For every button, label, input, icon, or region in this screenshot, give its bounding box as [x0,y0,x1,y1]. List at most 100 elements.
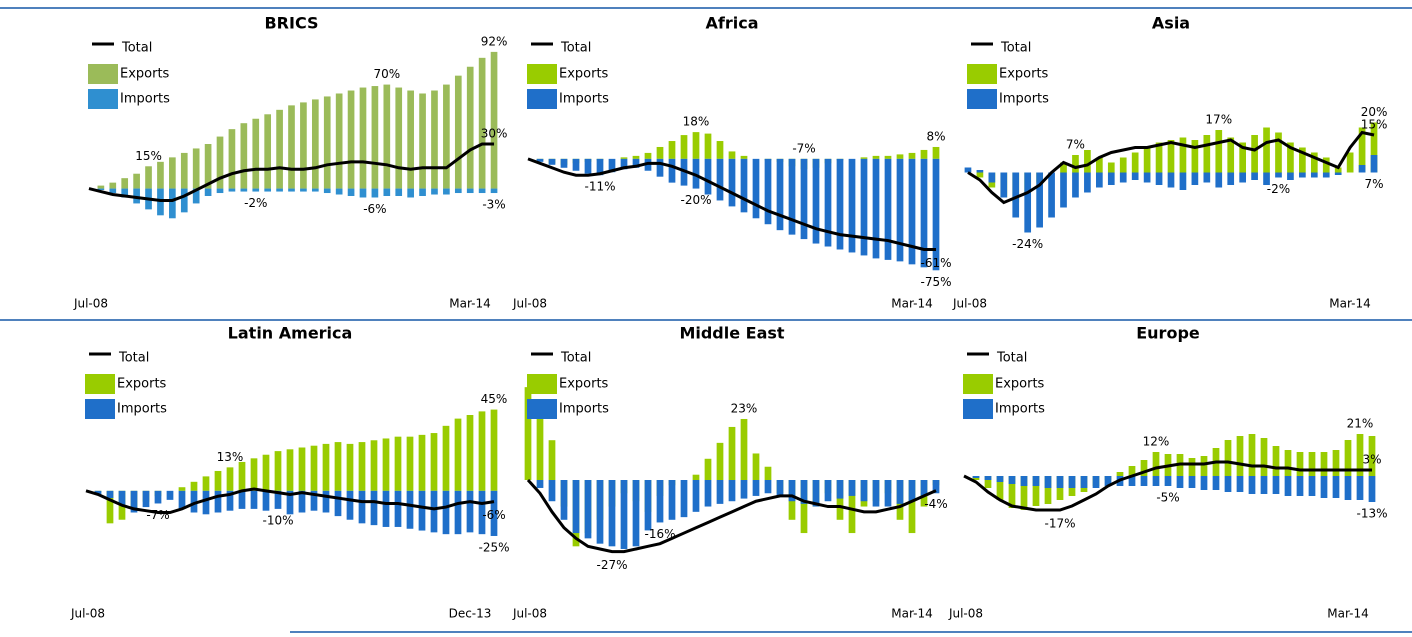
bar [216,188,224,194]
bar [252,118,260,189]
bar [431,188,438,195]
bar [106,490,114,524]
data-label: -10% [262,513,293,527]
bar [121,188,129,198]
bar [204,188,212,196]
x-tick-label: Jul-08 [73,297,108,311]
bar [407,90,414,189]
bar [274,490,282,509]
data-label: -61% [920,256,951,270]
bar [972,476,980,478]
bar [264,188,272,192]
bar [812,480,820,507]
data-label: -7% [146,508,169,522]
bar [1320,452,1328,476]
bar [920,149,928,159]
bar [1131,152,1139,173]
bar [1119,172,1127,183]
bar [240,188,248,192]
bar [180,188,188,213]
bar [1072,155,1079,173]
bar [1344,476,1352,500]
bar [668,141,676,159]
bar [740,155,748,159]
bar [226,467,234,491]
data-label: 7% [1066,138,1085,152]
bar [1200,476,1208,490]
bar [1346,152,1354,173]
bar [109,182,117,189]
total-line [85,487,495,514]
bar [418,434,426,491]
legend-label: Imports [559,92,609,107]
legend-label: Imports [117,402,167,417]
bar [716,480,724,504]
data-label: 45% [481,392,508,406]
bar [1107,172,1115,185]
data-label: -27% [596,558,627,572]
legend-label: Exports [559,67,609,82]
bar [984,476,992,480]
bar [490,409,498,491]
legend-label: Imports [995,402,1045,417]
bar [740,418,748,480]
bar [644,480,652,531]
bar [1084,172,1091,193]
bar [752,453,760,480]
bar [1188,458,1196,476]
bar [1322,172,1330,178]
bar [536,405,544,480]
bar [908,480,916,534]
bar [250,490,258,509]
bar [1012,172,1020,218]
bar [166,490,174,500]
bar [1179,137,1187,173]
bar [596,480,604,544]
bar [276,109,283,189]
bar [359,188,367,198]
bar [97,185,105,189]
data-label: -2% [244,196,267,210]
bar [262,454,270,491]
bar [1176,476,1184,488]
bar [442,490,450,535]
bar [1215,130,1223,173]
bar [872,158,880,259]
bar [656,480,664,523]
bar [226,490,234,511]
bar [169,188,176,219]
bar [704,458,712,480]
bar [848,480,856,534]
bar [764,466,772,480]
chart-title: Middle East [679,324,784,343]
x-tick-label: Jul-08 [70,607,105,621]
bar [1032,476,1040,486]
total-line [526,478,937,554]
bar [490,490,498,536]
bar [1131,172,1139,180]
x-tick-label: Mar-14 [449,297,490,311]
bar [286,449,294,491]
bar [824,480,832,502]
bar [431,90,438,189]
bar [608,158,616,173]
bar [920,480,928,496]
bar [240,123,248,189]
x-tick-label: Mar-14 [891,297,932,311]
bar [1344,440,1352,476]
bar [908,480,916,502]
chart-title: BRICS [264,14,318,33]
bar [1308,476,1316,496]
legend-swatch [963,374,993,394]
bar [1203,135,1211,173]
bar [1203,172,1211,183]
bar [190,490,198,513]
bar [1044,476,1052,504]
data-label: -16% [644,527,675,541]
bar [443,188,450,195]
bar [716,141,724,159]
bar [824,158,832,247]
chart-title: Africa [706,14,759,33]
bar [346,490,354,520]
bar [740,158,748,213]
